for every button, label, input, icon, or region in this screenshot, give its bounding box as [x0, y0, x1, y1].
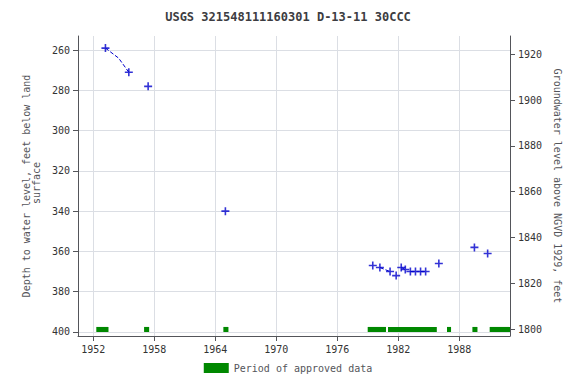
svg-text:400: 400: [52, 326, 70, 337]
svg-text:Period of approved data: Period of approved data: [234, 363, 372, 374]
svg-text:320: 320: [52, 165, 70, 176]
svg-text:USGS 321548111160301 D-13-11 3: USGS 321548111160301 D-13-11 30CCC: [165, 10, 411, 24]
svg-text:1840: 1840: [518, 232, 542, 243]
svg-text:300: 300: [52, 125, 70, 136]
svg-text:380: 380: [52, 286, 70, 297]
svg-text:1982: 1982: [386, 344, 410, 355]
svg-text:1880: 1880: [518, 140, 542, 151]
svg-text:1920: 1920: [518, 49, 542, 60]
svg-text:Groundwater level above NGVD 1: Groundwater level above NGVD 1929, feet: [552, 69, 563, 304]
svg-text:1988: 1988: [447, 344, 471, 355]
svg-text:280: 280: [52, 85, 70, 96]
svg-text:1970: 1970: [264, 344, 288, 355]
svg-text:260: 260: [52, 45, 70, 56]
svg-text:360: 360: [52, 246, 70, 257]
svg-text:1820: 1820: [518, 278, 542, 289]
svg-text:1976: 1976: [325, 344, 349, 355]
svg-text:surface: surface: [31, 162, 42, 210]
svg-text:1800: 1800: [518, 324, 542, 335]
svg-text:1860: 1860: [518, 186, 542, 197]
svg-text:1958: 1958: [142, 344, 166, 355]
svg-text:Depth to water level, feet bel: Depth to water level, feet below land: [20, 74, 32, 298]
svg-text:1952: 1952: [81, 344, 105, 355]
svg-text:1964: 1964: [203, 344, 227, 355]
svg-text:1900: 1900: [518, 95, 542, 106]
svg-text:340: 340: [52, 206, 70, 217]
